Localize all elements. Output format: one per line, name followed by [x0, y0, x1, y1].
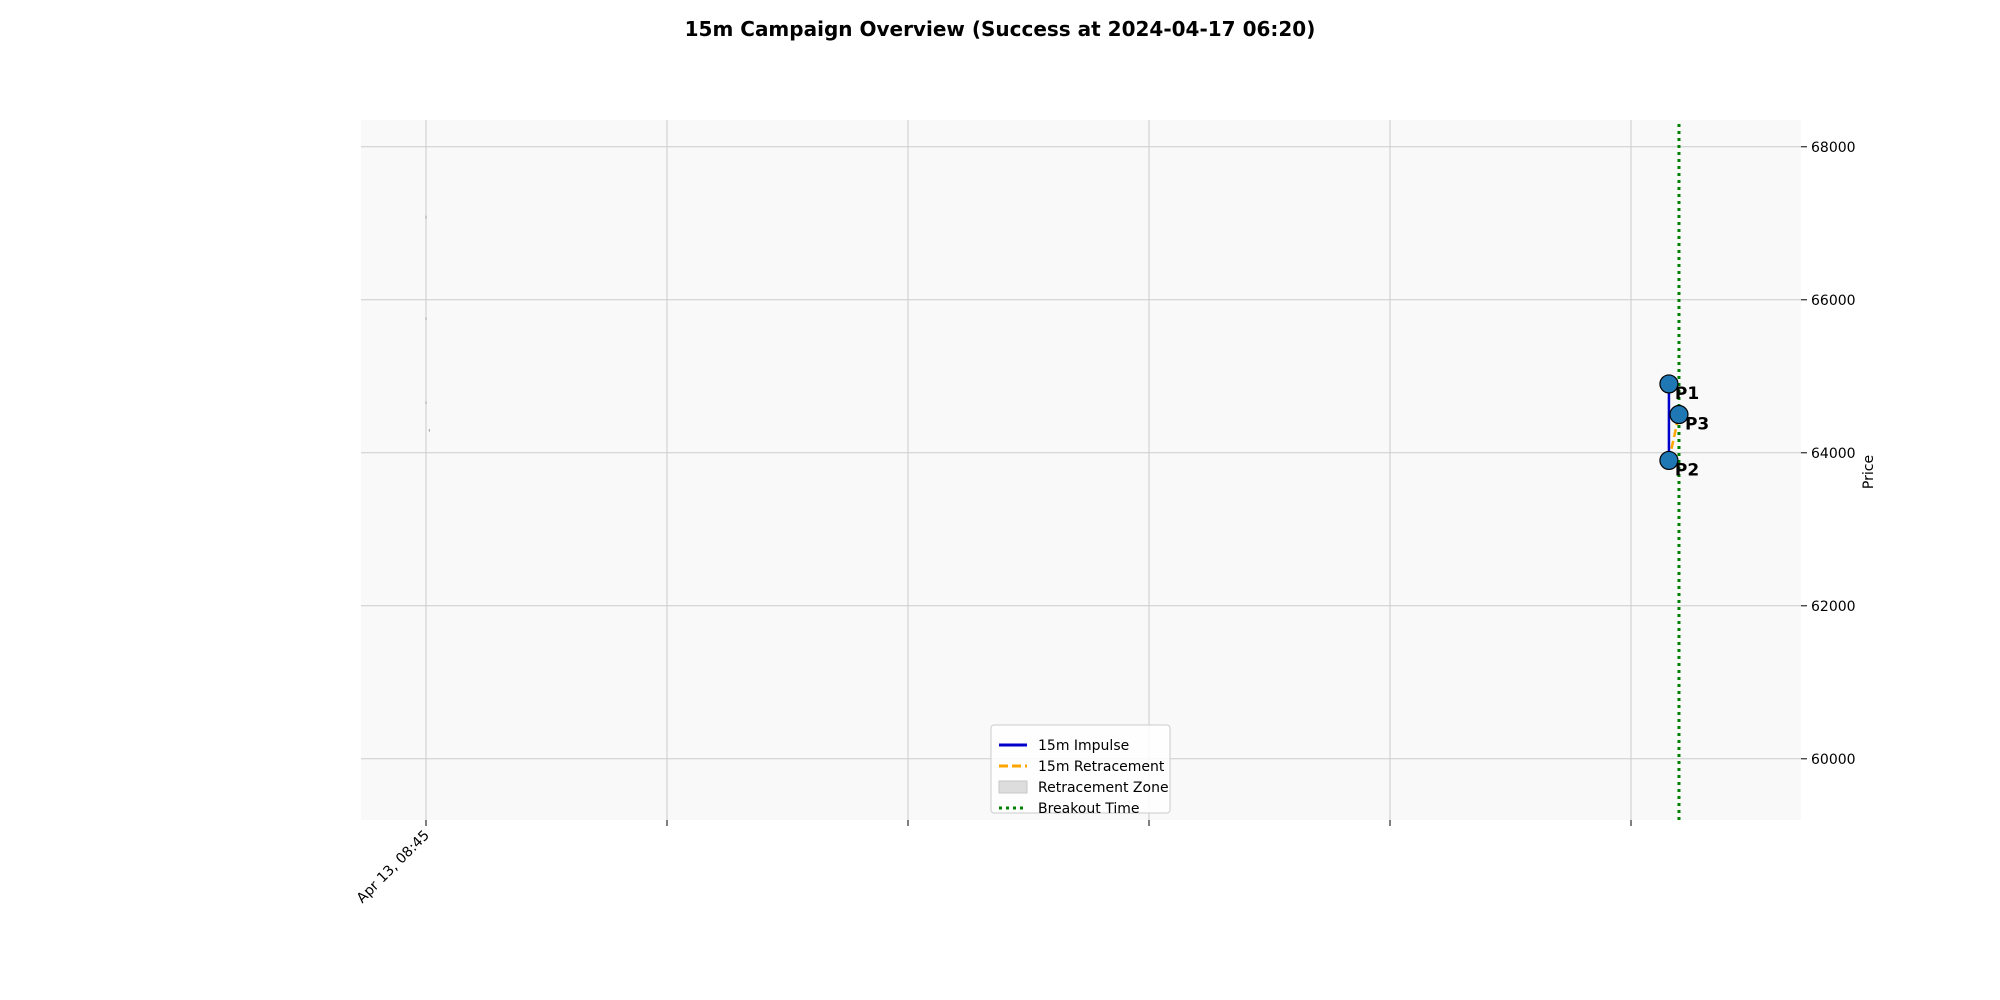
legend-label: 15m Impulse [1038, 738, 1129, 754]
pivot-marker-p1 [1659, 374, 1679, 394]
grid-lines [361, 120, 1801, 820]
y-tick-label: 62000 [1811, 599, 1856, 615]
legend-item: 15m Retracement [999, 759, 1165, 775]
pivot-marker-p2 [1659, 450, 1679, 471]
legend-label: Breakout Time [1038, 801, 1140, 817]
y-tick-label: 66000 [1811, 293, 1856, 309]
x-axis: Apr 13, 08:45 [354, 820, 1632, 907]
price-candles [425, 215, 430, 432]
legend-item: Retracement Zone [998, 780, 1169, 796]
chart-title: 15m Campaign Overview (Success at 2024-0… [685, 17, 1316, 41]
legend-swatch [998, 780, 1028, 794]
pivot-label-p3: P3 [1685, 415, 1709, 435]
y-axis-label: Price [1861, 455, 1877, 489]
y-tick-label: 68000 [1811, 140, 1856, 156]
y-axis: 60000 62000 64000 66000 68000 [1801, 140, 1856, 768]
y-tick-label: 64000 [1811, 446, 1856, 462]
legend-label: Retracement Zone [1038, 780, 1169, 796]
pivot-points: P1 P2 P3 [1659, 374, 1709, 480]
legend: 15m Impulse 15m Retracement Retracement Zo… [990, 724, 1171, 817]
legend-label: 15m Retracement [1038, 759, 1165, 775]
pivot-label-p1: P1 [1675, 384, 1699, 404]
pivot-label-p2: P2 [1675, 460, 1699, 480]
x-tick-label: Apr 13, 08:45 [354, 828, 433, 907]
legend-item: 15m Impulse [999, 738, 1129, 754]
y-tick-label: 60000 [1811, 752, 1856, 768]
pivot-marker-p3 [1669, 404, 1689, 425]
plot-area [361, 120, 1801, 820]
legend-item: Breakout Time [999, 801, 1140, 817]
legend-box [990, 724, 1171, 814]
